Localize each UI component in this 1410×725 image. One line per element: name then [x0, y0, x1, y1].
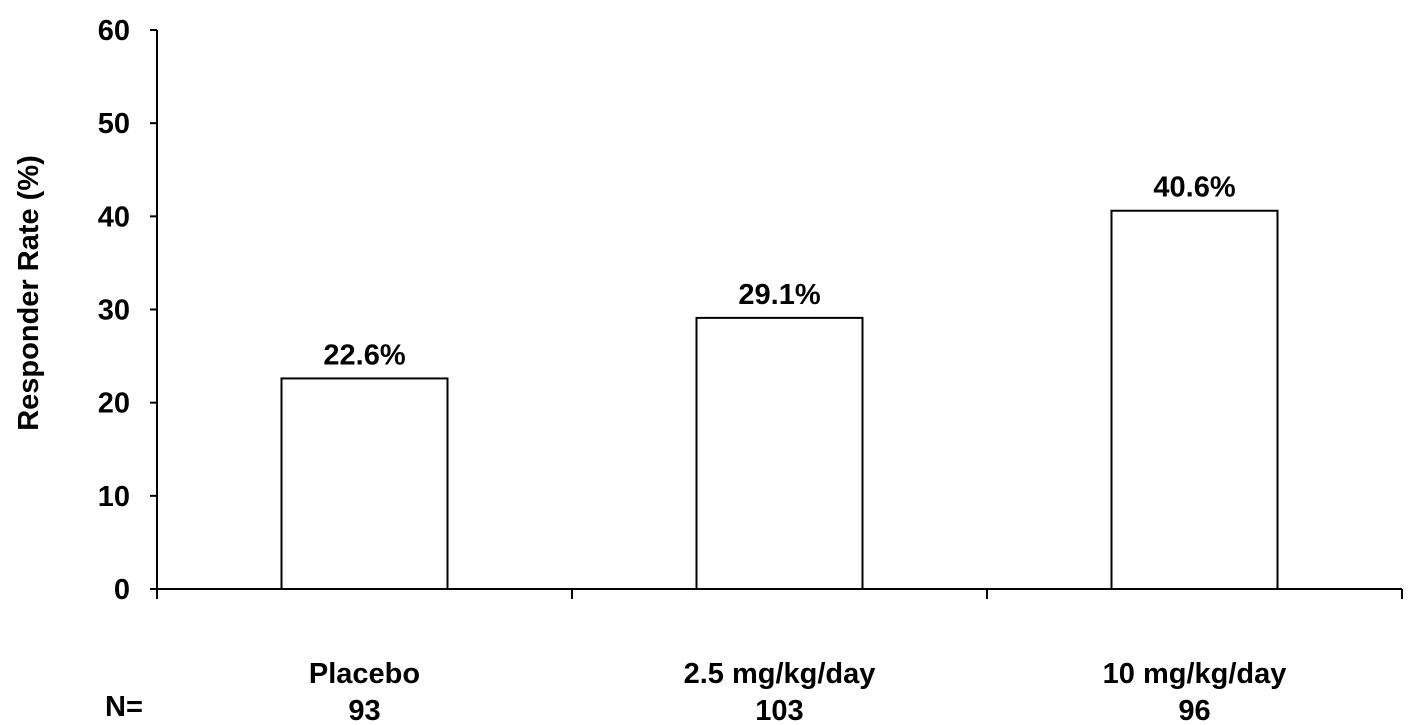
- y-axis-title: Responder Rate (%): [13, 155, 45, 431]
- y-tick-label: 40: [98, 201, 130, 233]
- data-label: 22.6%: [323, 339, 405, 371]
- n-value-label: 96: [1178, 695, 1210, 725]
- category-labels: Placebo 93 2.5 mg/kg/day 103 10 mg/kg/day 96: [309, 658, 1286, 725]
- x-axis: [156, 588, 1403, 599]
- data-label: 40.6%: [1153, 172, 1235, 204]
- bar: [1110, 209, 1279, 590]
- y-tick-label: 20: [98, 388, 130, 420]
- n-value-label: 103: [755, 695, 803, 725]
- y-tick-label: 60: [98, 15, 130, 47]
- x-category-label: 2.5 mg/kg/day: [684, 658, 876, 690]
- y-tick-label: 10: [98, 481, 130, 513]
- y-axis: 0 10 20 30 40 50 60: [98, 15, 158, 606]
- bar: [280, 377, 449, 590]
- x-category-label: Placebo: [309, 658, 420, 690]
- data-label: 29.1%: [738, 279, 820, 311]
- y-tick-label: 0: [114, 574, 130, 606]
- y-tick-label: 50: [98, 108, 130, 140]
- y-tick-label: 30: [98, 295, 130, 327]
- n-value-label: 93: [348, 695, 380, 725]
- x-category-label: 10 mg/kg/day: [1103, 658, 1287, 690]
- bars: 22.6% 29.1% 40.6%: [280, 172, 1279, 590]
- bar: [695, 316, 864, 590]
- n-label: N=: [105, 691, 143, 723]
